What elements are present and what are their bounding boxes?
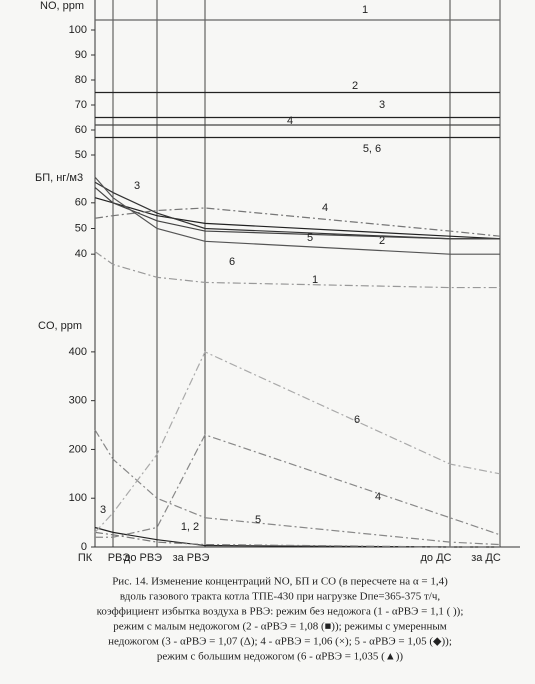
- series-line: [94, 176, 500, 255]
- series-label: 4: [375, 491, 381, 503]
- series-label: 3: [379, 99, 385, 111]
- x-tick-label: за РВЭ: [173, 552, 210, 564]
- axis-title: CO, ppm: [38, 320, 82, 332]
- caption-line: режим с большим недожогом (6 - αРВЭ = 1,…: [157, 651, 403, 663]
- y-tick-label: 40: [75, 248, 87, 260]
- series-label: 5, 6: [363, 143, 381, 155]
- axis-title: NO, ppm: [40, 0, 84, 12]
- series-line: [94, 197, 501, 240]
- series-label: 1: [362, 4, 368, 16]
- x-tick-label: за ДС: [471, 552, 501, 564]
- series-label: 5: [255, 514, 261, 526]
- caption-line: Рис. 14. Изменение концентраций NO, БП и…: [112, 576, 448, 588]
- series-label: 6: [354, 414, 360, 426]
- caption: Рис. 14. Изменение концентраций NO, БП и…: [97, 576, 464, 663]
- x-tick-label: до РВЭ: [124, 552, 162, 564]
- axis-title: БП, нг/м3: [35, 172, 83, 184]
- series-line: [94, 531, 500, 548]
- y-tick-label: 50: [75, 149, 87, 161]
- y-tick-label: 0: [81, 541, 87, 553]
- y-tick-label: 50: [75, 222, 87, 234]
- series-label: 6: [229, 256, 235, 268]
- series-line: [94, 186, 500, 240]
- y-tick-label: 300: [69, 395, 87, 407]
- series-line: [94, 429, 501, 546]
- series-label: 4: [322, 202, 328, 214]
- x-tick-label: ПК: [78, 552, 93, 564]
- series-label: 3: [100, 504, 106, 516]
- series-line: [94, 181, 500, 240]
- series-line: [94, 351, 501, 533]
- x-tick-label: РВЭ: [108, 552, 131, 564]
- series-label: 3: [134, 180, 140, 192]
- y-tick-label: 80: [75, 74, 87, 86]
- y-tick-label: 400: [69, 346, 87, 358]
- y-tick-label: 200: [69, 443, 87, 455]
- x-tick-label: до ДС: [421, 552, 452, 564]
- caption-line: коэффициент избытка воздуха в РВЭ: режим…: [97, 606, 464, 618]
- series-line: [94, 526, 500, 548]
- caption-line: режим с малым недожогом (2 - αРВЭ = 1,08…: [113, 621, 446, 633]
- series-label: 1, 2: [181, 521, 199, 533]
- y-tick-label: 70: [75, 99, 87, 111]
- series-line: [94, 251, 500, 289]
- y-tick-label: 100: [69, 24, 87, 36]
- series-label: 5: [307, 232, 313, 244]
- series-label: 4: [287, 115, 293, 127]
- series-line: [94, 207, 501, 237]
- y-tick-label: 90: [75, 49, 87, 61]
- y-tick-label: 60: [75, 124, 87, 136]
- y-tick-label: 60: [75, 197, 87, 209]
- series-label: 2: [379, 235, 385, 247]
- caption-line: недожогом (3 - αРВЭ = 1,07 (Δ); 4 - αРВЭ…: [108, 636, 452, 648]
- series-line: [95, 434, 501, 538]
- series-label: 2: [352, 80, 358, 92]
- series-label: 1: [312, 274, 318, 286]
- y-tick-label: 100: [69, 492, 87, 504]
- caption-line: вдоль газового тракта котла ТПЕ-430 при …: [120, 591, 441, 603]
